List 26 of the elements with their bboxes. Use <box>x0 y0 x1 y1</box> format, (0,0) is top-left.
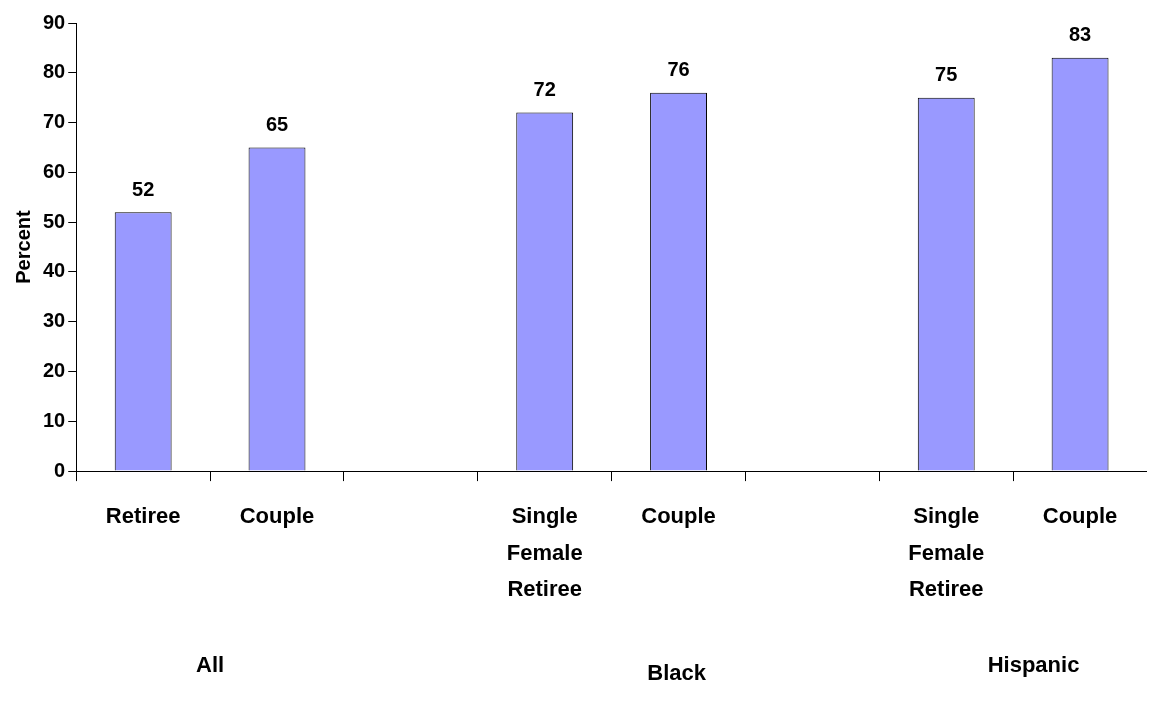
y-tick-label: 70 <box>43 110 66 133</box>
y-tick-label: 60 <box>43 159 66 182</box>
data-label: 75 <box>935 63 958 86</box>
y-tick-label: 30 <box>43 309 66 332</box>
text: Black <box>647 660 707 686</box>
data-label: 83 <box>1068 23 1092 46</box>
y-tick-label: 10 <box>43 408 66 431</box>
y-tick-label: 0 <box>54 458 66 481</box>
x-tick-label: Couple <box>1042 503 1118 529</box>
y-tick-label: 90 <box>43 10 66 33</box>
x-tick-label: Single Female Retiree <box>506 503 583 601</box>
data-label: 65 <box>265 112 289 135</box>
text: All <box>196 652 225 678</box>
text: Hispanic <box>987 652 1080 678</box>
x-tick-label: Couple <box>641 503 716 529</box>
y-tick-label: 80 <box>43 60 66 83</box>
y-tick-label: 20 <box>43 359 66 382</box>
x-tick-label: Single Female Retiree <box>908 503 985 601</box>
data-label: 72 <box>533 78 556 101</box>
x-tick-label: Couple <box>239 503 315 529</box>
y-tick-label: 40 <box>43 259 66 282</box>
data-label: 76 <box>667 58 690 81</box>
data-label: 52 <box>132 177 155 200</box>
y-axis-title: Percent <box>11 210 34 284</box>
x-tick-label: Retiree <box>105 503 181 529</box>
y-tick-label: 50 <box>43 209 66 232</box>
